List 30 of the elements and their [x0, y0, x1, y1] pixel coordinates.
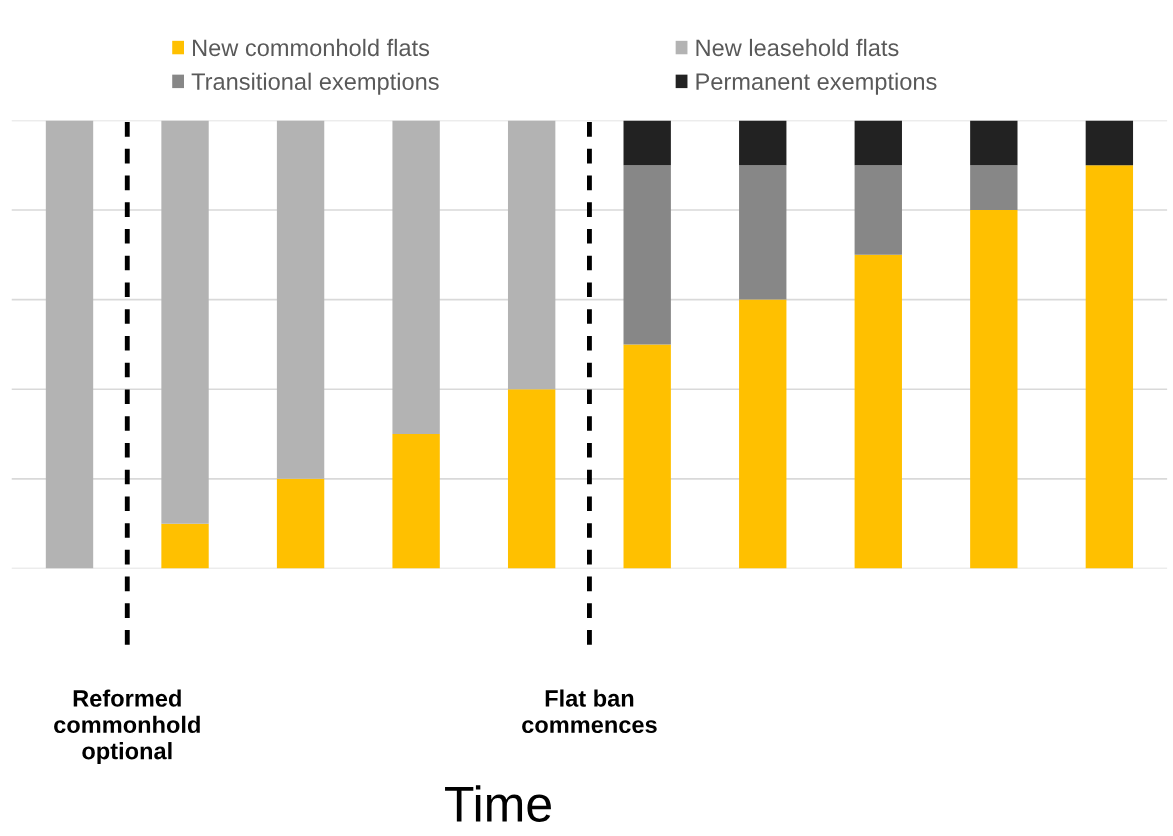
bar	[970, 210, 1018, 569]
bar	[623, 344, 671, 569]
bar	[276, 120, 325, 479]
x-axis-title: Time	[445, 785, 551, 822]
bar	[739, 299, 787, 569]
bar	[623, 165, 671, 345]
bar	[854, 254, 902, 569]
bar	[392, 120, 440, 435]
bar	[854, 165, 902, 255]
text: Flat ban commences	[522, 689, 657, 734]
bar	[739, 120, 787, 166]
bar	[507, 120, 556, 390]
bar	[276, 478, 325, 569]
bar	[623, 120, 671, 166]
bar	[1085, 120, 1134, 166]
bar	[161, 120, 209, 524]
bar	[507, 389, 556, 569]
bar	[161, 523, 209, 569]
bar	[392, 434, 440, 569]
legend-label: Transitional exemptions	[191, 72, 439, 95]
bar	[970, 165, 1018, 210]
bar	[854, 120, 902, 166]
legend-label: Permanent exemptions	[696, 72, 937, 95]
bar	[45, 120, 94, 569]
bar	[970, 120, 1018, 166]
legend-label: New leasehold flats	[696, 38, 899, 57]
text: Reformed commonhold optional	[54, 689, 200, 765]
bar	[1085, 165, 1134, 569]
bar	[739, 165, 787, 300]
legend-label: New commonhold flats	[193, 38, 430, 57]
